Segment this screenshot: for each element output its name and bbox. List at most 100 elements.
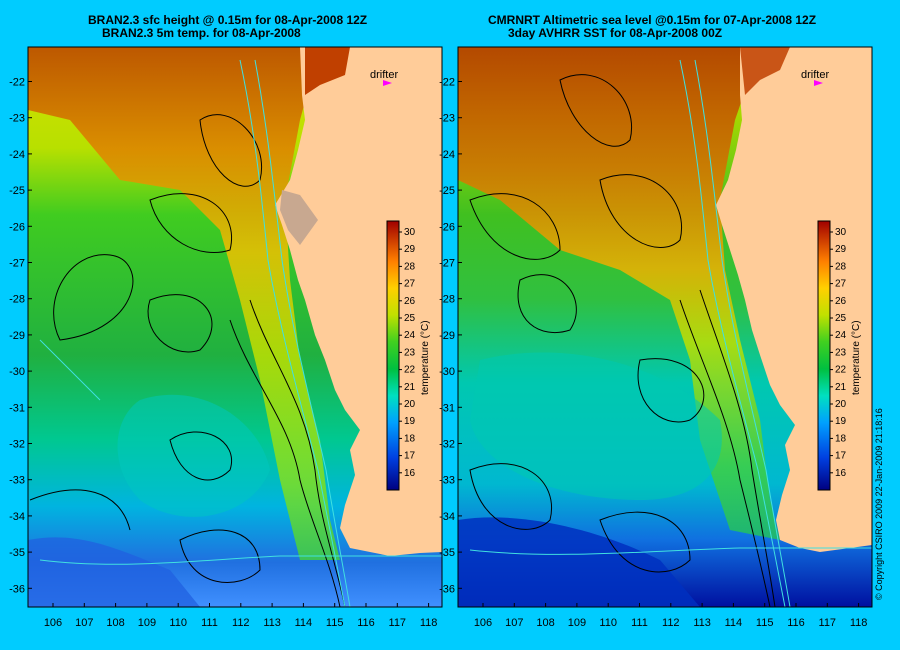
lon-tick-label: 114 <box>725 617 743 629</box>
lon-tick-label: 118 <box>850 617 868 629</box>
right-drifter-label: drifter <box>801 69 829 81</box>
credit-text: © Copyright CSIRO 2009 22-Jan-2009 21:18… <box>874 408 884 600</box>
colorbar-tick-label: 24 <box>404 330 416 341</box>
right-cool-water <box>470 352 722 500</box>
right-title-line2: 3day AVHRR SST for 08-Apr-2008 00Z <box>508 26 723 40</box>
lat-tick-label: -32 <box>9 439 25 451</box>
lat-tick-label: -22 <box>439 77 455 89</box>
right-title-line1: CMRNRT Altimetric sea level @0.15m for 0… <box>488 13 817 27</box>
lon-tick-label: 113 <box>693 617 711 629</box>
lat-tick-label: -23 <box>9 113 25 125</box>
right-map <box>458 47 872 607</box>
lon-tick-label: 116 <box>787 617 805 629</box>
colorbar-tick-label: 19 <box>835 416 847 427</box>
lat-tick-label: -25 <box>439 185 455 197</box>
lon-tick-label: 107 <box>75 617 93 629</box>
lat-tick-label: -35 <box>439 547 455 559</box>
lon-tick-label: 116 <box>357 617 375 629</box>
left-pilbara-highlands <box>305 47 350 95</box>
lon-tick-label: 112 <box>232 617 250 629</box>
left-shark-bay <box>280 190 318 245</box>
right-lat-ticks: -22 -23 -24 -25 -26 -27 -28 -29 -30 -31 -32 -33 -34 -… <box>439 77 462 595</box>
colorbar-tick-label: 23 <box>835 347 847 358</box>
left-title-line2: BRAN2.3 5m temp. for 08-Apr-2008 <box>102 26 301 40</box>
lat-tick-label: -32 <box>439 439 455 451</box>
left-title-line1: BRAN2.3 sfc height @ 0.15m for 08-Apr-20… <box>88 13 368 27</box>
lat-tick-label: -26 <box>9 221 25 233</box>
colorbar-tick-label: 19 <box>404 416 416 427</box>
colorbar-tick-label: 17 <box>835 451 847 462</box>
lon-tick-label: 108 <box>536 617 554 629</box>
lon-tick-label: 107 <box>505 617 523 629</box>
right-drifter-marker <box>814 80 823 86</box>
lat-tick-label: -28 <box>9 294 25 306</box>
lat-tick-label: -29 <box>439 330 455 342</box>
right-colorbar <box>817 220 831 491</box>
lat-tick-label: -35 <box>9 547 25 559</box>
right-map-frame <box>457 46 873 608</box>
right-bathymetry <box>469 59 872 607</box>
colorbar-tick-label: 18 <box>404 433 416 444</box>
colorbar-tick-label: 30 <box>835 227 847 238</box>
colorbar-tick-label: 29 <box>835 244 847 255</box>
right-colorbar-ticks: 30 29 28 27 26 25 24 23 22 21 20 19 18 17 16 <box>830 227 847 479</box>
lat-tick-label: -33 <box>9 475 25 487</box>
lat-tick-label: -24 <box>9 149 25 161</box>
lat-tick-label: -31 <box>9 402 25 414</box>
colorbar-tick-label: 29 <box>404 244 416 255</box>
colorbar-tick-label: 22 <box>404 365 416 376</box>
lat-tick-label: -27 <box>9 258 25 270</box>
lat-tick-label: -27 <box>439 258 455 270</box>
left-colorbar-ticks: 30 29 28 27 26 25 24 23 22 21 20 19 18 17 16 <box>399 227 416 479</box>
lon-tick-label: 111 <box>631 617 648 629</box>
left-height-contours <box>29 114 346 607</box>
lat-tick-label: -24 <box>439 149 455 161</box>
colorbar-tick-label: 26 <box>404 296 416 307</box>
lat-tick-label: -33 <box>439 475 455 487</box>
lat-tick-label: -26 <box>439 221 455 233</box>
left-map-frame <box>27 46 443 608</box>
colorbar-tick-label: 25 <box>835 313 847 324</box>
colorbar-tick-label: 24 <box>835 330 847 341</box>
colorbar-tick-label: 16 <box>835 468 847 479</box>
left-bathymetry <box>39 59 442 607</box>
lon-tick-label: 114 <box>295 617 313 629</box>
left-drifter-label: drifter <box>370 69 398 81</box>
lat-tick-label: -29 <box>9 330 25 342</box>
colorbar-tick-label: 30 <box>404 227 416 238</box>
right-blue-south <box>458 517 700 607</box>
right-land <box>716 47 872 552</box>
left-colorbar-label: temperature (°C) <box>420 320 431 395</box>
lat-tick-label: -36 <box>9 583 25 595</box>
colorbar-tick-label: 16 <box>404 468 416 479</box>
colorbar-tick-label: 27 <box>835 279 847 290</box>
lon-tick-label: 115 <box>326 617 344 629</box>
lon-tick-label: 108 <box>106 617 124 629</box>
colorbar-tick-label: 23 <box>404 347 416 358</box>
lat-tick-label: -31 <box>439 402 455 414</box>
lat-tick-label: -30 <box>439 366 455 378</box>
lon-tick-label: 117 <box>819 617 837 629</box>
lon-tick-label: 109 <box>568 617 586 629</box>
colorbar-tick-label: 20 <box>404 399 416 410</box>
lon-tick-label: 106 <box>44 617 62 629</box>
left-colorbar <box>386 220 400 491</box>
colorbar-tick-label: 28 <box>835 261 847 272</box>
lon-tick-label: 110 <box>599 617 617 629</box>
right-height-contours <box>469 74 776 607</box>
colorbar-tick-label: 25 <box>404 313 416 324</box>
left-blue-south <box>28 537 200 607</box>
colorbar-tick-label: 21 <box>835 382 847 393</box>
lat-tick-label: -23 <box>439 113 455 125</box>
lat-tick-label: -25 <box>9 185 25 197</box>
right-land-temperature <box>740 47 790 95</box>
lon-tick-label: 112 <box>662 617 680 629</box>
lat-tick-label: -34 <box>439 511 455 523</box>
left-cool-eddy <box>117 394 270 517</box>
lat-tick-label: -30 <box>9 366 25 378</box>
lon-tick-label: 117 <box>389 617 407 629</box>
lat-tick-label: -36 <box>439 583 455 595</box>
lat-tick-label: -34 <box>9 511 25 523</box>
left-land <box>275 47 442 556</box>
